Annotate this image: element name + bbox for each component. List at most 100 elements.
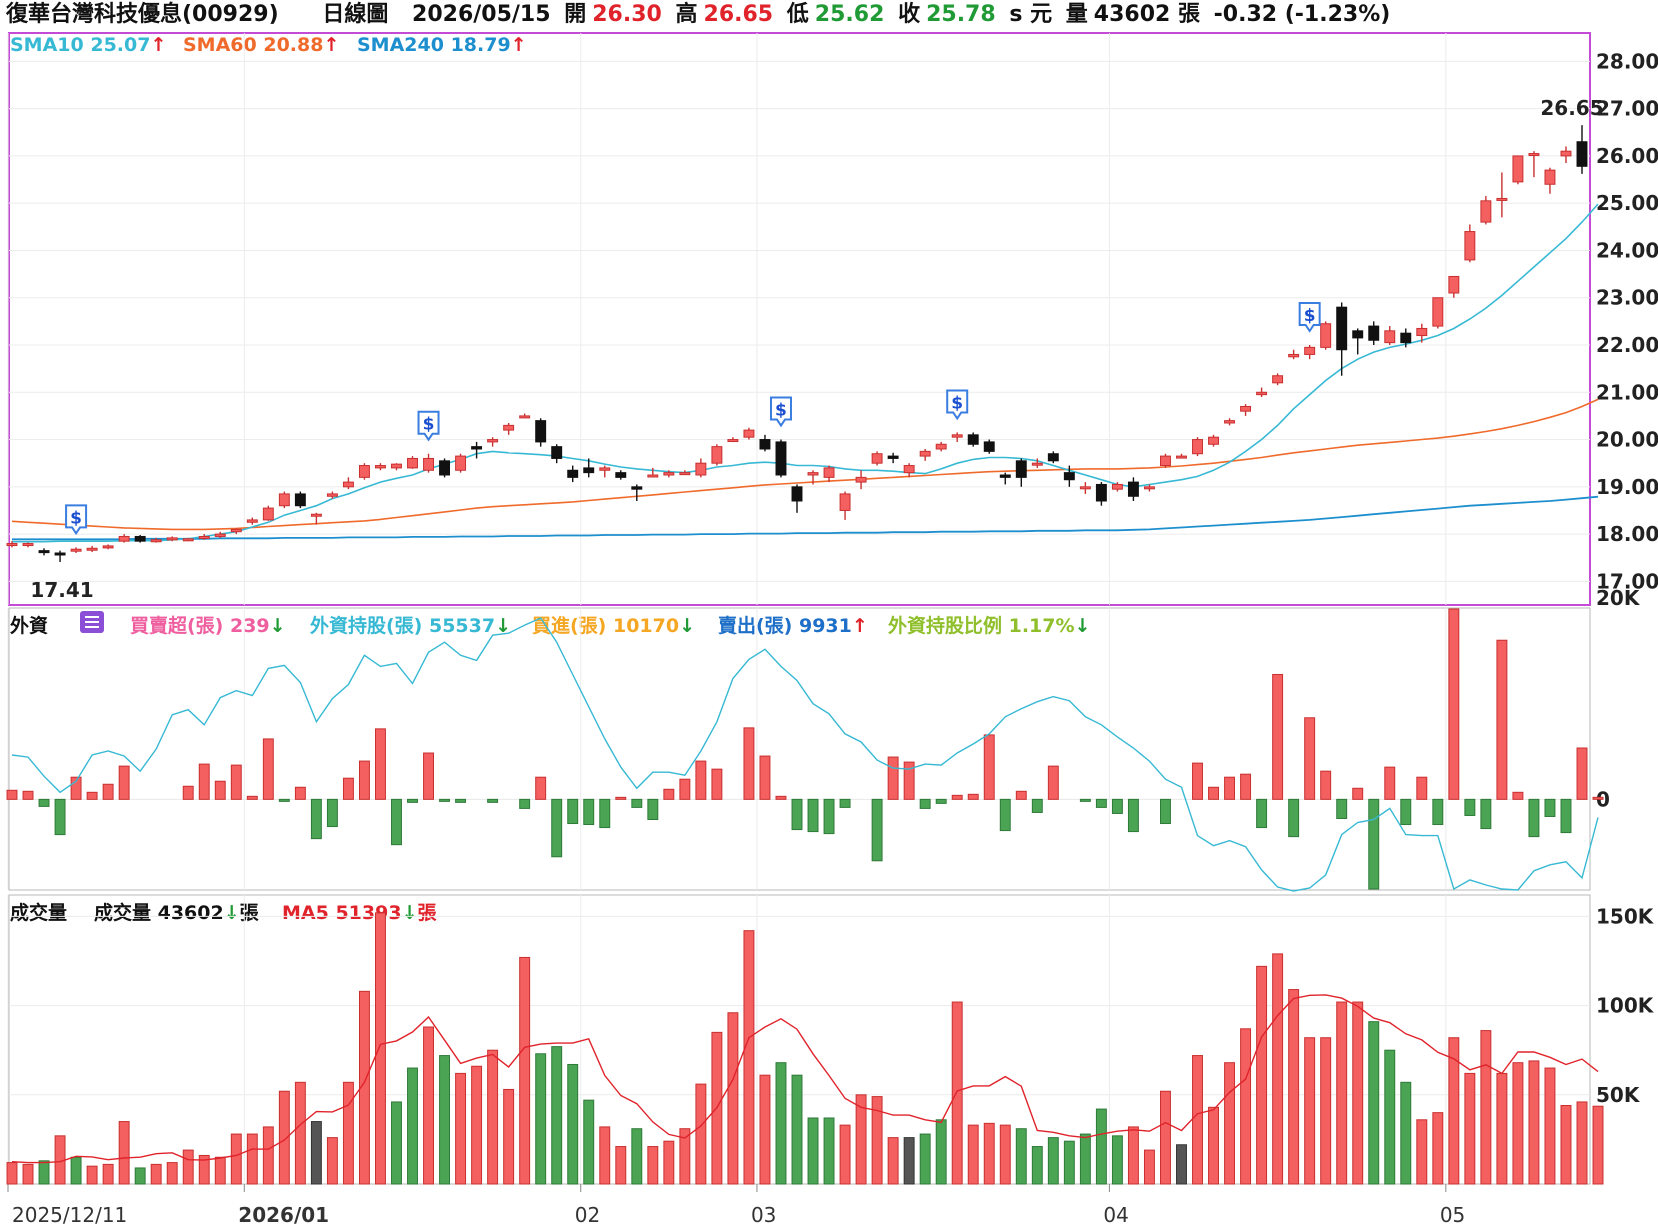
foreign-net-bar [1464, 798, 1476, 816]
volume-bar [695, 1083, 707, 1185]
dividend-marker-icon [769, 396, 792, 428]
volume-bar [1368, 1021, 1380, 1185]
volume-bar [487, 1049, 499, 1185]
candlestick [54, 552, 66, 556]
volume-bar [1288, 989, 1300, 1185]
low-value: 25.62 [814, 2, 885, 27]
candlestick [455, 455, 467, 471]
foreign-panel-title: 外資 [10, 615, 49, 637]
volume-bar [999, 1124, 1011, 1185]
candlestick [246, 519, 258, 523]
volume-bar [1047, 1137, 1059, 1185]
menu-icon[interactable] [80, 610, 104, 633]
foreign-net-bar [743, 727, 755, 800]
candlestick [535, 420, 547, 443]
arrow-up-icon: ↑ [323, 34, 340, 56]
foreign-net-bar [22, 790, 34, 800]
ratio-legend[interactable]: 外資持股比例 1.17%↓ [888, 611, 1090, 638]
low-label: 低 [786, 2, 809, 27]
candlestick [358, 465, 370, 478]
foreign-net-bar [391, 798, 402, 846]
volume-bar [791, 1074, 803, 1185]
net-buy-legend[interactable]: 買賣超(張) 239↓ [130, 611, 286, 638]
candlestick [1224, 420, 1236, 424]
price-panel-frame [8, 32, 1591, 606]
candlestick [1432, 297, 1444, 327]
candlestick [791, 486, 803, 502]
foreign-net-bar [599, 798, 611, 829]
net-buy-text: 買賣超(張) 239 [130, 615, 270, 637]
foreign-net-bar [1224, 776, 1236, 800]
dividend-marker-label: $ [1304, 306, 1316, 326]
volume-bar [294, 1081, 306, 1185]
foreign-net-bar [1384, 766, 1396, 800]
volume-bar [679, 1128, 691, 1185]
candlestick [1192, 439, 1203, 455]
dividend-marker-icon [1298, 302, 1321, 333]
candlestick [983, 441, 995, 452]
dividend-marker-icon [417, 410, 440, 442]
volume-bar [22, 1163, 34, 1185]
volume-bar [1544, 1067, 1556, 1185]
x-tick-label: 02 [575, 1203, 600, 1226]
foreign-net-bar [455, 798, 467, 803]
candlestick [679, 472, 691, 476]
candlestick [615, 472, 627, 478]
foreign-net-bar [407, 798, 418, 803]
candlestick [198, 535, 210, 539]
volume-panel-title: 成交量 [10, 902, 68, 924]
candlestick [807, 472, 819, 476]
sma60-line [11, 398, 1599, 531]
sell-legend[interactable]: 賣出(張) 9931↑ [718, 611, 868, 638]
holding-legend[interactable]: 外資持股(張) 55537↓ [310, 611, 511, 638]
volume-bar [455, 1072, 467, 1185]
foreign-net-bar [1496, 639, 1508, 800]
price-tick-label: 20.00 [1596, 428, 1658, 452]
foreign-net-bar [1432, 798, 1444, 826]
x-tick-label: 2025/12/11 [12, 1203, 127, 1226]
volume-legend[interactable]: 成交量 43602↓張 [94, 898, 259, 925]
sma240-line [12, 495, 1599, 541]
foreign-net-bar [823, 798, 835, 835]
foreign-net-bar [615, 796, 627, 800]
sma240-legend[interactable]: SMA240 18.79↑ [357, 34, 527, 56]
sell-text: 賣出(張) 9931 [718, 615, 852, 637]
foreign-net-bar [294, 786, 306, 800]
sma60-legend[interactable]: SMA60 20.88↑ [183, 34, 339, 56]
candlestick [1095, 483, 1107, 502]
volume-bar [1063, 1140, 1075, 1185]
period-label[interactable]: 日線圖 [322, 2, 389, 27]
candlestick [439, 460, 451, 476]
foreign-net-bar [791, 798, 803, 831]
candlestick [551, 446, 563, 459]
candlestick [1448, 275, 1460, 294]
candlestick [967, 434, 979, 445]
sma10-legend[interactable]: SMA10 25.07↑ [10, 34, 166, 56]
foreign-net-bar [1480, 798, 1492, 830]
candlestick [711, 446, 723, 464]
foreign-net-bar [695, 760, 707, 800]
foreign-net-bar [679, 778, 691, 800]
foreign-net-bar [663, 788, 675, 800]
candlestick [759, 439, 771, 450]
foreign-net-bar [1240, 773, 1252, 800]
foreign-net-bar [647, 798, 659, 820]
foreign-net-bar [102, 783, 114, 800]
high-value: 26.65 [703, 2, 774, 27]
volume-bar [727, 1012, 739, 1185]
ma5-legend[interactable]: MA5 51393↓張 [282, 898, 437, 925]
foreign-net-bar [1320, 770, 1332, 800]
volume-bar [358, 990, 370, 1185]
volume-bar [1448, 1037, 1460, 1185]
foreign-net-bar [1127, 798, 1139, 833]
volume-bar [1400, 1081, 1412, 1185]
candlestick [695, 462, 707, 476]
candlestick [1464, 231, 1476, 261]
volume-bar [855, 1094, 867, 1185]
x-tick-label: 2026/01 [238, 1203, 329, 1226]
buy-legend[interactable]: 買進(張) 10170↓ [532, 611, 695, 638]
candlestick [1256, 391, 1268, 396]
candlestick [1528, 153, 1540, 157]
volume-bar [1480, 1030, 1492, 1185]
